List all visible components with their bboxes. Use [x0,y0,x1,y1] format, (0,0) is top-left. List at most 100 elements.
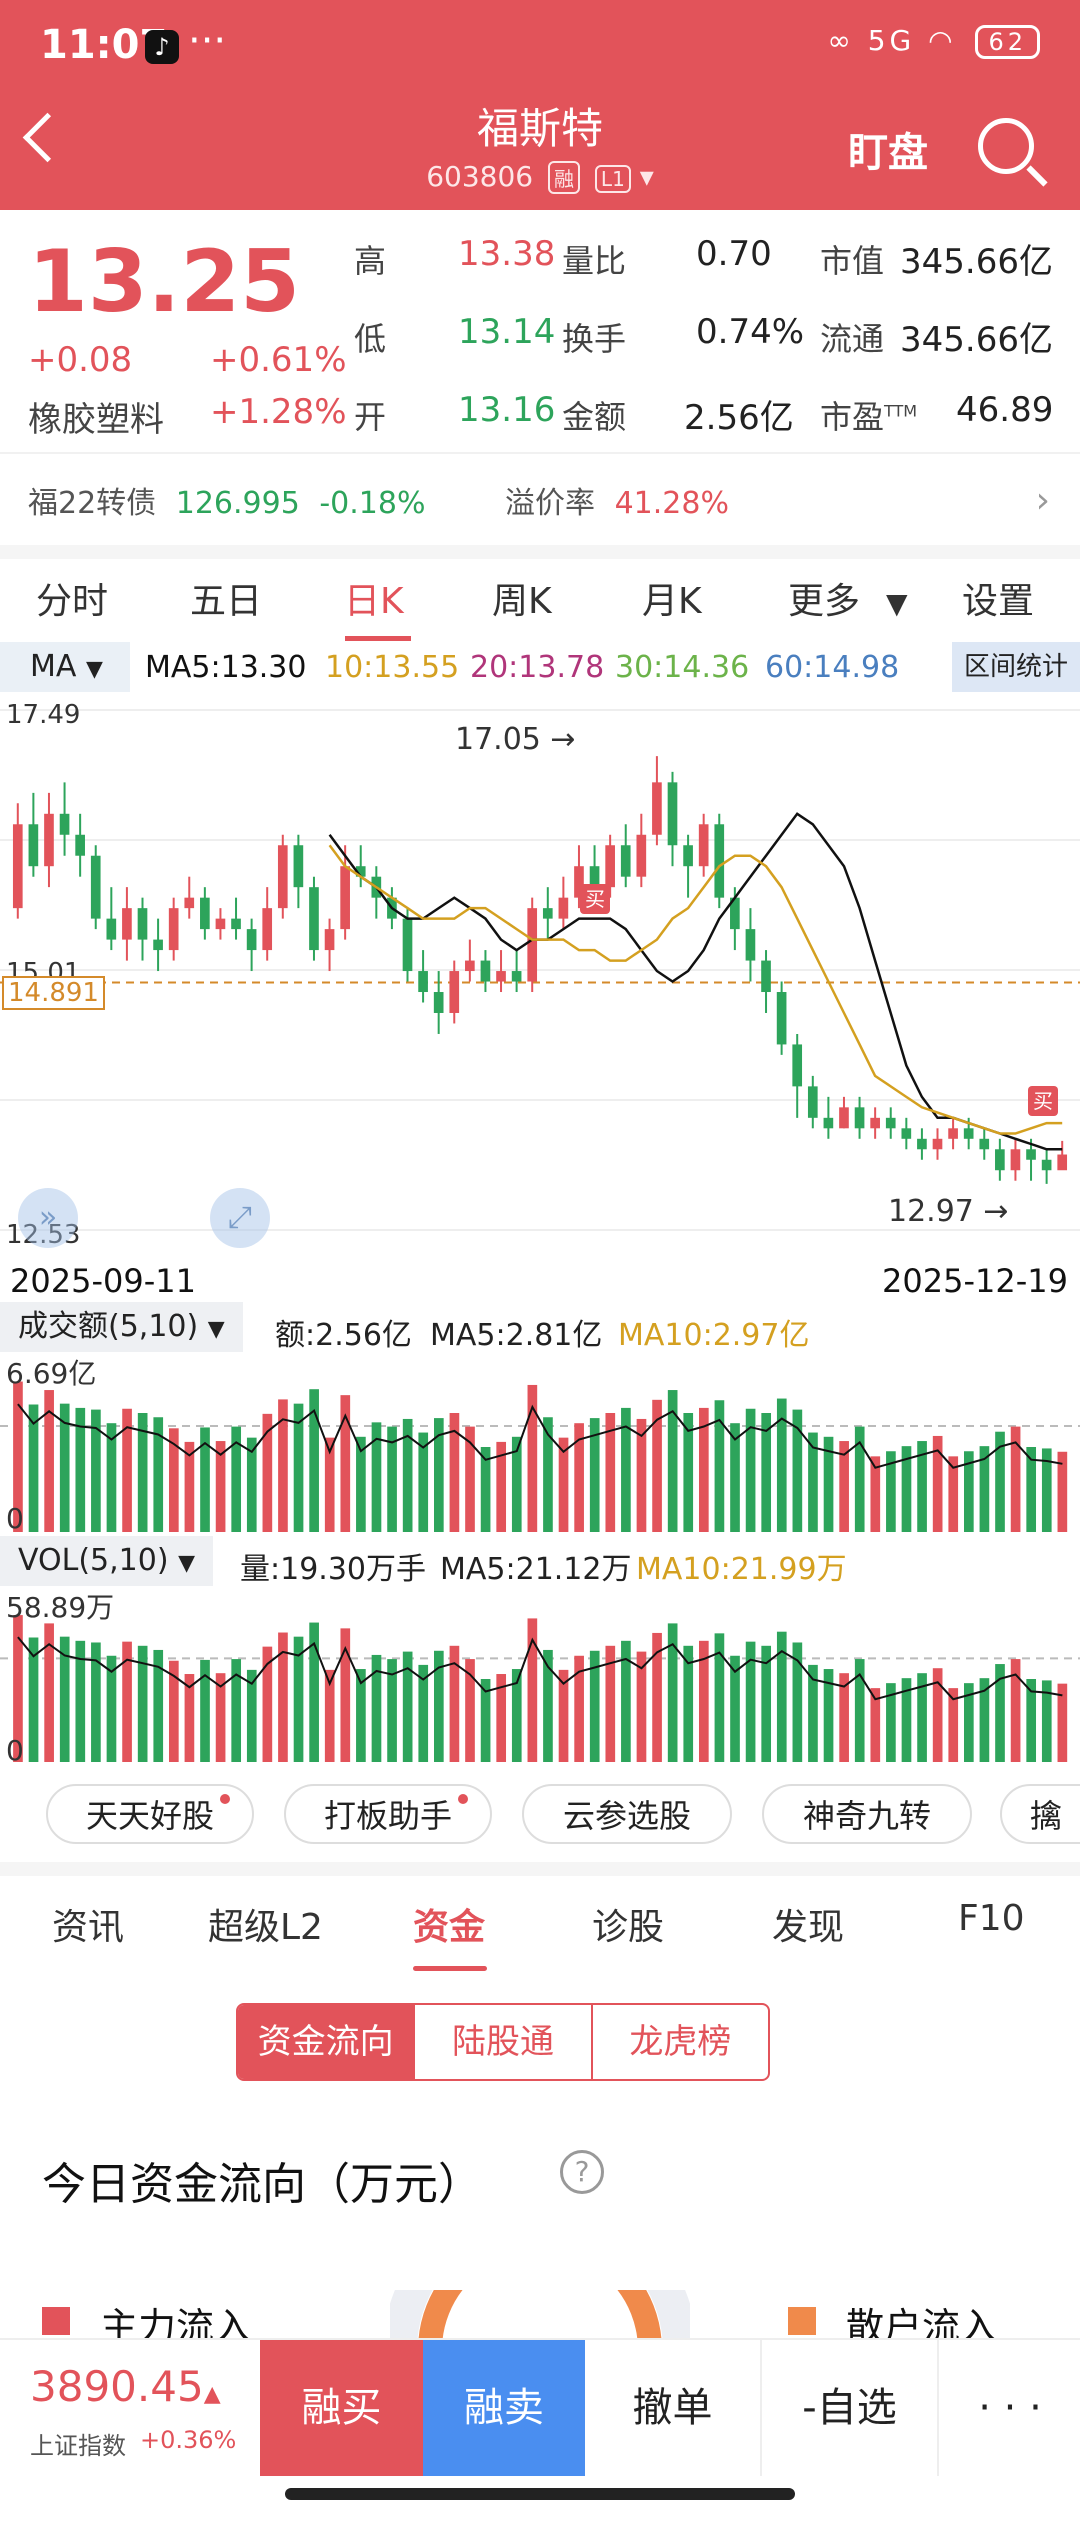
bar [122,1408,132,1532]
segment-stock-connect[interactable]: 陆股通 [413,2005,590,2079]
expand-left-icon[interactable]: » [18,1188,78,1248]
volume-indicator-selector[interactable]: VOL(5,10) ▼ [0,1536,213,1586]
bar [839,1441,849,1532]
amount-ma5: MA5:2.81亿 [430,1318,603,1353]
amount-indicator-selector[interactable]: 成交额(5,10) ▼ [0,1302,243,1352]
candle-body [901,1128,912,1139]
candle-body [963,1128,974,1139]
watchlist-button[interactable]: -自选 [762,2340,939,2476]
active-tab-indicator [413,1966,487,1971]
candle-body [839,1107,849,1129]
chip-magic-nine[interactable]: 神奇九转 [762,1784,972,1844]
candle-body [542,908,553,919]
margin-sell-button[interactable]: 融卖 [423,2340,585,2476]
open-value: 13.16 [458,390,556,430]
stock-code-switch[interactable]: 603806 融 L1 ▾ [0,160,1080,194]
more-dots-icon[interactable]: · · · [978,2385,1042,2431]
chip-tiantian-haogu[interactable]: 天天好股 [46,1784,254,1844]
range-statistics-button[interactable]: 区间统计 [951,642,1080,692]
bar [589,1650,600,1762]
tab-funds[interactable]: 资金 [413,1907,486,1948]
tab-f10[interactable]: F10 [958,1898,1025,1939]
amount-y-zero: 0 [6,1502,24,1535]
status-icons: ∞ 5G ◠ 62 [827,24,1040,59]
tab-intraday[interactable]: 分时 [36,581,109,622]
market-cap-label: 市值 [820,242,885,280]
bar [231,1426,242,1532]
chip-yuncan-stock-picker[interactable]: 云参选股 [522,1784,732,1844]
active-tab-indicator [345,636,411,641]
candle-body [168,908,179,951]
fund-flow-donut [390,2290,690,2340]
candle-body [12,824,23,909]
bar [59,1636,70,1762]
fund-segment-control: 资金流向 陆股通 龙虎榜 [236,2003,770,2081]
watch-button[interactable]: 盯盘 [848,130,928,176]
candle-body [433,992,444,1013]
chevron-right-icon[interactable]: › [1035,480,1050,521]
margin-buy-button[interactable]: 融买 [260,2340,423,2476]
candle-body [262,908,273,951]
float-cap-value: 345.66亿 [900,320,1053,360]
help-icon[interactable]: ? [560,2150,604,2194]
tab-monthly-k[interactable]: 月K [642,581,702,622]
tab-daily-k[interactable]: 日K [344,581,404,622]
segment-fund-flow[interactable]: 资金流向 [238,2005,414,2079]
candle-body [948,1128,958,1139]
bar [917,1673,927,1762]
bar [964,1683,974,1762]
bar [246,1669,257,1762]
low-value: 13.14 [458,312,556,352]
pe-label-text: 市盈 [820,398,885,436]
tab-super-l2[interactable]: 超级L2 [208,1907,323,1948]
candle-body [854,1107,865,1129]
chip-qin[interactable]: 擒 [1000,1784,1080,1844]
search-icon[interactable] [978,118,1034,174]
tab-settings[interactable]: 设置 [962,581,1035,622]
bar [886,1451,896,1532]
amount-value: 2.56亿 [684,398,794,438]
ma5-line [17,1636,1063,1701]
bar [137,1645,148,1762]
bar [324,1669,335,1762]
sector-name[interactable]: 橡胶塑料 [28,400,164,440]
tab-news[interactable]: 资讯 [52,1907,125,1948]
bar [652,1399,662,1532]
tab-weekly-k[interactable]: 周K [492,581,552,622]
volume-ma5: MA5:21.12万 [440,1552,632,1587]
triangle-down-icon: ▼ [85,657,103,682]
index-change: +0.36% [140,2426,237,2454]
bar [371,1422,382,1532]
bar [745,1408,756,1532]
tab-more[interactable]: 更多 ▼ [788,572,908,624]
chip-daban-helper[interactable]: 打板助手 [284,1784,492,1844]
last-price-marker: 14.891 [2,976,105,1010]
candle-body [246,929,257,951]
amount-selector-label: 成交额(5,10) [18,1309,199,1344]
kline-chart[interactable] [0,690,1080,1250]
segment-dragon-tiger[interactable]: 龙虎榜 [590,2005,768,2079]
bar [184,1441,195,1532]
bar [91,1409,101,1532]
end-date: 2025-12-19 [882,1262,1068,1300]
bar [714,1400,725,1532]
ma-selector[interactable]: MA ▼ [0,642,130,692]
candle-body [231,918,241,930]
candle-body [153,939,163,951]
bar [776,1631,787,1762]
candle-body [277,845,288,909]
candle-body [309,887,319,951]
volume-indicator-row: VOL(5,10) ▼ 量:19.30万手 MA5:21.12万 MA10:21… [0,1536,1080,1587]
bar [169,1660,179,1762]
fullscreen-icon[interactable]: ⤢ [210,1188,270,1248]
candle-body [714,824,725,898]
candle-body [745,929,756,961]
tab-five-day[interactable]: 五日 [190,581,263,622]
cancel-order-button[interactable]: 撤单 [585,2340,762,2476]
index-value[interactable]: 3890.45▲ [30,2362,221,2411]
bar [745,1641,756,1762]
tab-diagnosis[interactable]: 诊股 [592,1907,665,1948]
tab-discover[interactable]: 发现 [772,1907,845,1948]
convertible-bond-row[interactable]: 福22转债 126.995 -0.18% 溢价率 41.28% [28,478,729,522]
bar [106,1423,117,1532]
